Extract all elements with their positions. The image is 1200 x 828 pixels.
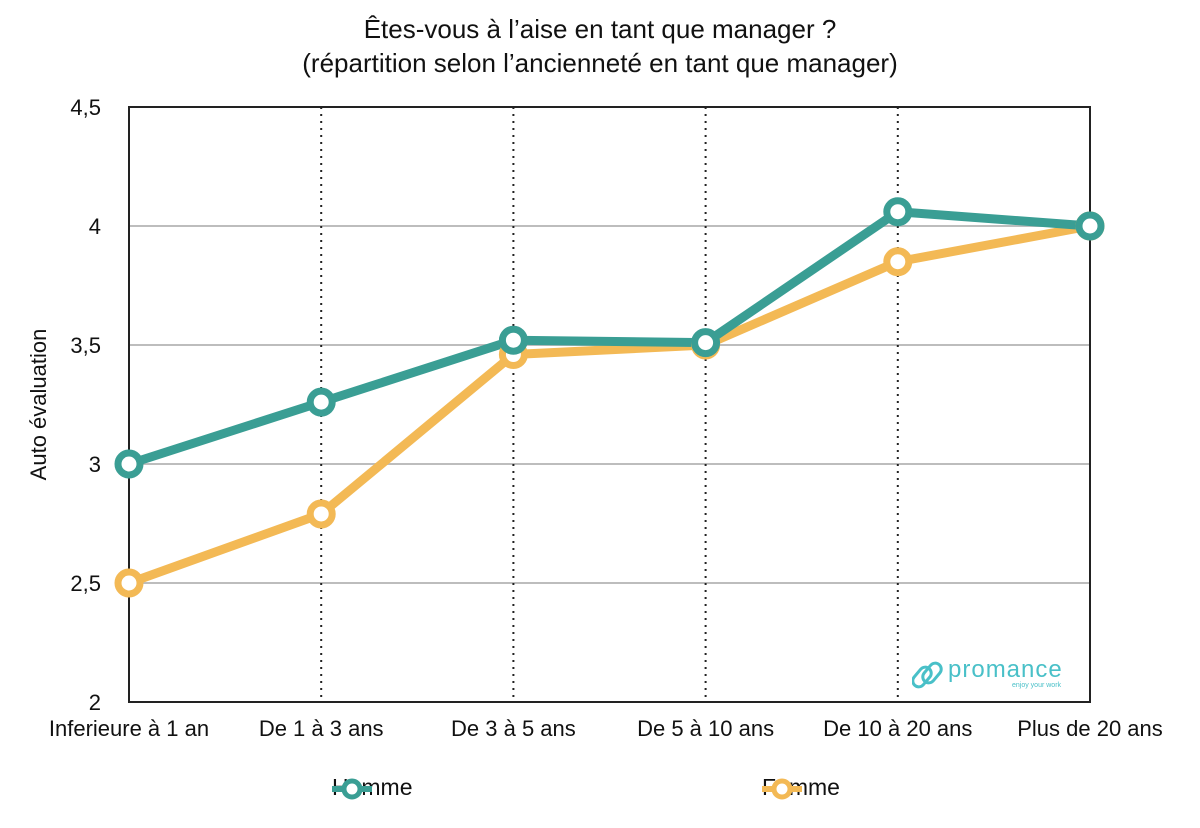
data-point-homme (306, 387, 336, 417)
chart-subtitle: (répartition selon l’ancienneté en tant … (302, 48, 898, 78)
legend-marker-femme (762, 778, 802, 800)
logo-tagline: enjoy your work (1012, 682, 1062, 689)
y-tick-label: 3,5 (70, 333, 101, 358)
data-point-femme (306, 499, 336, 529)
y-tick-label: 3 (89, 452, 101, 477)
y-tick-label: 4 (89, 214, 101, 239)
x-tick-label: De 1 à 3 ans (259, 716, 384, 741)
y-tick-label: 2 (89, 690, 101, 715)
data-point-homme (498, 325, 528, 355)
y-tick-label: 4,5 (70, 95, 101, 120)
logo-name: promance (948, 656, 1063, 683)
x-tick-label: De 3 à 5 ans (451, 716, 576, 741)
series-line-homme (124, 207, 1095, 469)
x-tick-label: De 10 à 20 ans (823, 716, 972, 741)
legend-item-femme: Femme (762, 774, 840, 801)
y-axis-label: Auto évaluation (26, 329, 51, 481)
series-line-femme (124, 221, 1095, 588)
promance-logo: promance enjoy your work (912, 656, 1082, 692)
data-point-femme (883, 247, 913, 277)
legend-marker-homme (332, 778, 372, 800)
x-tick-label: Plus de 20 ans (1017, 716, 1163, 741)
data-point-femme (114, 568, 144, 598)
y-tick-label: 2,5 (70, 571, 101, 596)
plot-frame (128, 106, 1091, 703)
x-tick-label: De 5 à 10 ans (637, 716, 774, 741)
chart-title: Êtes-vous à l’aise en tant que manager ? (363, 14, 837, 44)
data-point-homme (883, 197, 913, 227)
data-point-homme (114, 449, 144, 479)
legend-item-homme: Homme (332, 774, 413, 801)
data-point-homme (1075, 211, 1105, 241)
paperclip-icon (912, 661, 943, 689)
x-tick-label: Inferieure à 1 an (49, 716, 209, 741)
data-point-homme (691, 328, 721, 358)
